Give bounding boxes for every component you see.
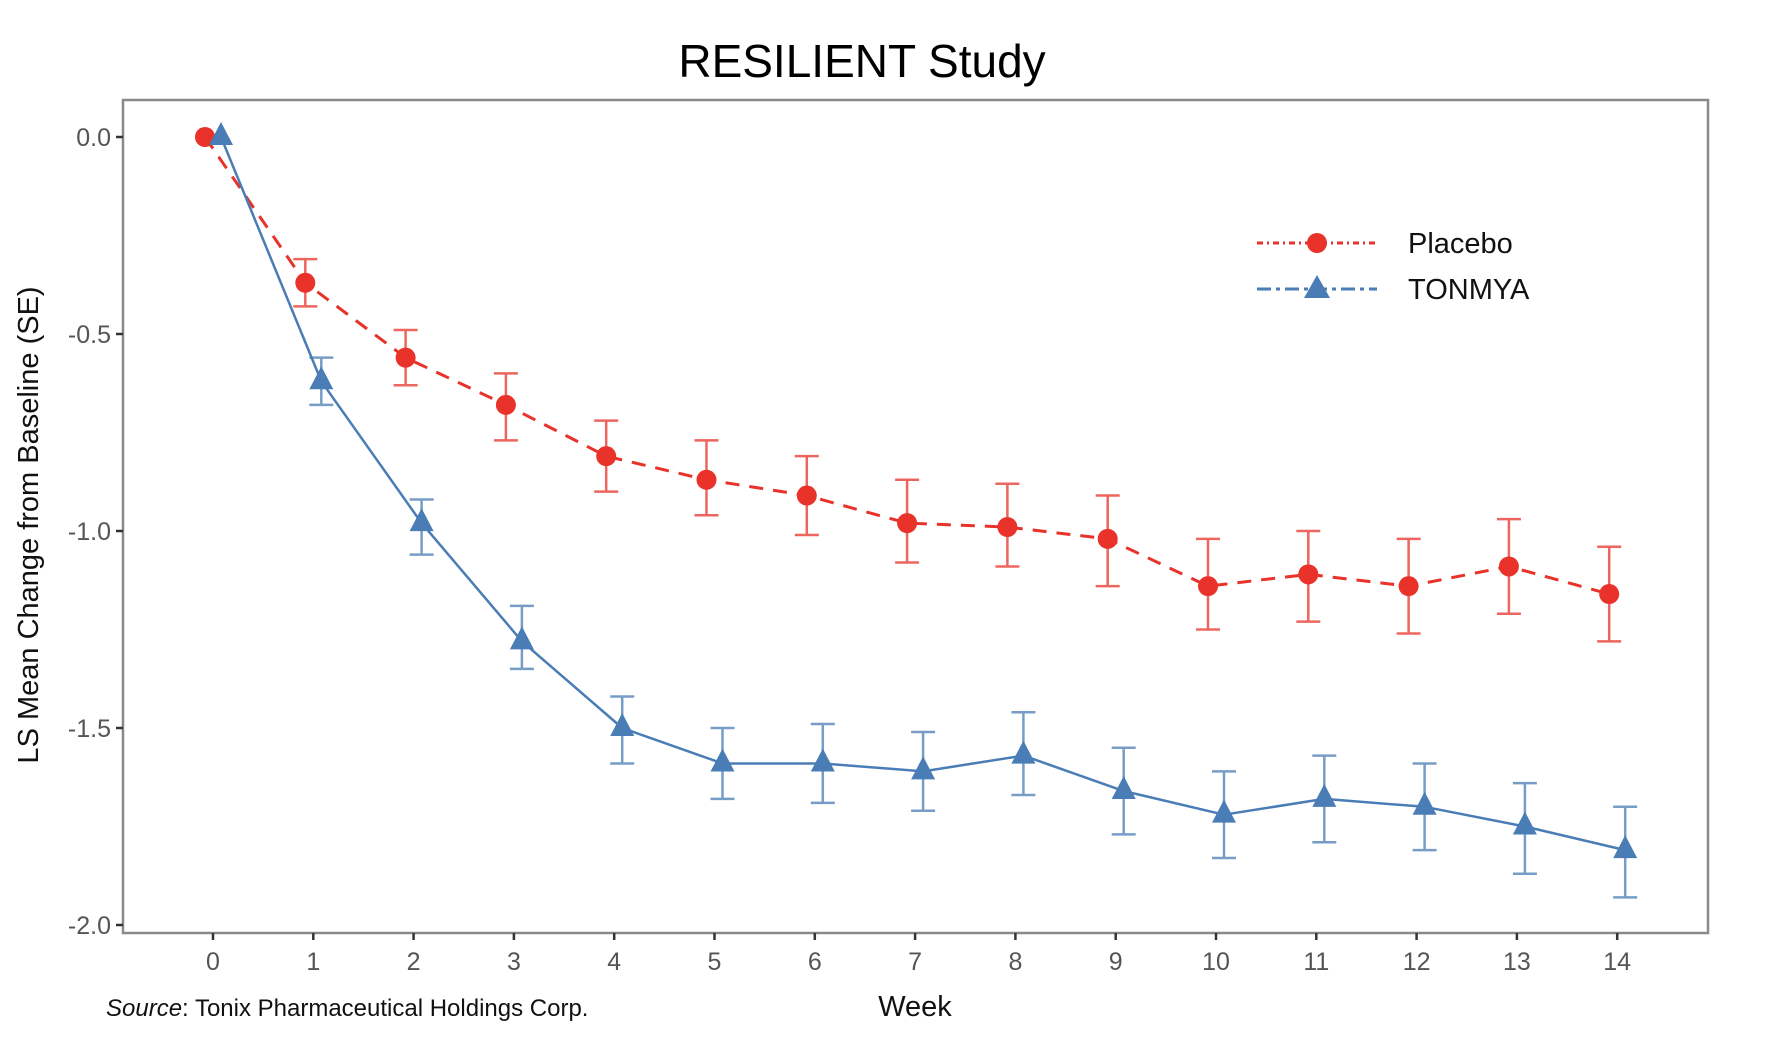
x-tick-label: 1 xyxy=(306,948,320,976)
data-point-circle xyxy=(1498,556,1519,577)
source-text: : Tonix Pharmaceutical Holdings Corp. xyxy=(182,995,588,1022)
x-tick-label: 12 xyxy=(1403,948,1431,976)
data-point-triangle xyxy=(911,756,936,780)
data-point-circle xyxy=(295,272,316,293)
y-tick-label: 0.0 xyxy=(76,124,111,152)
y-axis-title: LS Mean Change from Baseline (SE) xyxy=(13,286,45,763)
data-point-circle xyxy=(1599,584,1620,605)
x-tick-label: 9 xyxy=(1109,948,1123,976)
data-point-triangle xyxy=(509,626,534,650)
x-axis-title: Week xyxy=(878,991,952,1023)
legend-label-tonmya: TONMYA xyxy=(1408,274,1530,306)
data-point-circle xyxy=(1198,576,1218,597)
x-tick-label: 5 xyxy=(708,948,722,976)
data-point-circle xyxy=(495,394,516,415)
legend-item-tonmya: TONMYA xyxy=(1257,274,1530,306)
x-tick-label: 13 xyxy=(1503,948,1531,976)
legend: Placebo TONMYA xyxy=(1257,228,1530,306)
series-placebo xyxy=(195,127,1622,643)
x-tick-label: 2 xyxy=(407,948,421,976)
legend-circle-marker xyxy=(1307,233,1327,253)
y-tick-label: -1.0 xyxy=(68,518,111,546)
series-line-placebo xyxy=(203,136,1610,596)
x-tick-label: 11 xyxy=(1303,948,1329,976)
source-note: Source: Tonix Pharmaceutical Holdings Co… xyxy=(106,995,588,1022)
y-tick-label: -0.5 xyxy=(68,321,111,349)
data-point-circle xyxy=(696,469,717,490)
data-point-triangle xyxy=(409,508,434,532)
data-point-circle xyxy=(596,446,617,467)
data-point-circle xyxy=(1097,528,1118,549)
x-tick-label: 6 xyxy=(808,948,822,976)
data-point-circle xyxy=(195,127,215,147)
legend-label-placebo: Placebo xyxy=(1408,228,1513,260)
data-point-circle xyxy=(1298,564,1319,585)
data-point-triangle xyxy=(1412,791,1437,815)
chart-title: RESILIENT Study xyxy=(678,35,1045,87)
y-axis: 0.0 -0.5 -1.0 -1.5 -2.0 xyxy=(68,124,123,940)
data-point-triangle xyxy=(1312,783,1337,807)
data-point-circle xyxy=(1398,576,1419,597)
data-point-triangle xyxy=(710,748,735,772)
data-point-triangle xyxy=(209,122,233,145)
data-point-circle xyxy=(395,347,416,368)
series-layer xyxy=(195,122,1638,899)
data-point-triangle xyxy=(1212,799,1236,823)
x-tick-label: 7 xyxy=(908,948,922,976)
x-tick-label: 8 xyxy=(1008,948,1022,976)
data-point-triangle xyxy=(810,748,835,772)
data-point-triangle xyxy=(1613,835,1638,859)
y-tick-label: -1.5 xyxy=(68,715,111,743)
data-point-triangle xyxy=(1011,740,1036,764)
data-point-triangle xyxy=(1111,776,1136,800)
x-tick-label: 4 xyxy=(607,948,621,976)
x-tick-label: 0 xyxy=(206,948,220,976)
x-axis: 0 1 2 3 4 5 6 7 8 9 10 11 12 13 14 xyxy=(206,933,1631,976)
data-point-triangle xyxy=(309,366,334,390)
x-tick-label: 14 xyxy=(1603,948,1631,976)
x-tick-label: 10 xyxy=(1202,948,1230,976)
data-point-circle xyxy=(997,517,1018,538)
y-tick-label: -2.0 xyxy=(68,912,111,940)
series-tonmya xyxy=(209,122,1638,899)
legend-item-placebo: Placebo xyxy=(1257,228,1513,260)
source-prefix: Source xyxy=(106,995,182,1022)
x-tick-label: 3 xyxy=(507,948,521,976)
data-point-circle xyxy=(897,513,918,534)
data-point-triangle xyxy=(610,713,635,736)
legend-triangle-marker xyxy=(1304,275,1330,298)
data-point-circle xyxy=(796,485,817,506)
data-point-triangle xyxy=(1512,811,1537,835)
